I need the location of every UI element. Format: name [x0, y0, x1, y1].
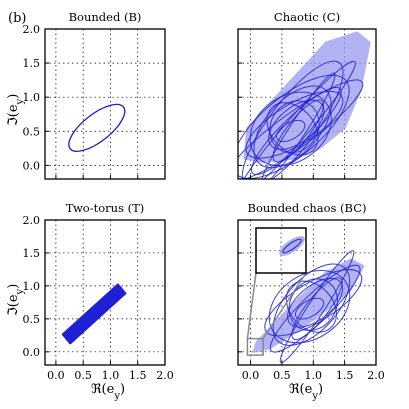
plot-area — [61, 283, 127, 345]
x-tick-label: 1.5 — [336, 369, 354, 382]
x-tick-label: 1.0 — [102, 369, 120, 382]
orbit-line — [238, 74, 350, 179]
torus-band — [67, 290, 125, 343]
torus-band — [64, 286, 123, 340]
orbit-line — [241, 60, 344, 179]
figure-label: (b) — [8, 11, 26, 26]
orbit-line — [291, 277, 343, 341]
axes-frame — [237, 219, 377, 366]
y-tick-label: 0.0 — [23, 159, 41, 172]
orbit-line — [238, 60, 356, 179]
panel-3: 0.0 0.5 1.0 1.5 2.0 — [237, 219, 385, 382]
x-tick-label: 2.0 — [156, 369, 174, 382]
panel-title-bounded-chaos: Bounded chaos (BC) — [248, 201, 367, 215]
y-tick-label: 1.0 — [23, 280, 41, 293]
zoom-box — [246, 337, 264, 356]
x-tick-label: 1.5 — [129, 369, 147, 382]
x-tick-label: 0.5 — [74, 369, 92, 382]
plot-area — [238, 31, 371, 179]
inset-orbit — [282, 238, 302, 254]
trajectory-ellipse — [68, 103, 126, 152]
panels-group: 0.0 0.5 1.0 1.5 2.0 0.0 0.0 0.5 0.5 1.0 1.0 1.5 1.5 2… — [23, 23, 385, 382]
y-tick-label: 2.0 — [23, 23, 41, 36]
y-tick-label: 1.5 — [23, 247, 41, 260]
x-tick-label: 0.5 — [273, 369, 291, 382]
zoom-connector — [262, 272, 307, 340]
inset-cloud — [279, 236, 305, 256]
torus-band — [61, 283, 120, 337]
x-axis-label-left: ℜ(ey) — [91, 382, 125, 402]
axes-frame — [44, 219, 166, 366]
y-tick-label: 2.0 — [23, 214, 41, 227]
y-tick-label: 0.5 — [23, 125, 41, 138]
panel-1 — [237, 28, 377, 180]
orbit-line — [269, 264, 361, 353]
panel-title-chaotic: Chaotic (C) — [274, 10, 340, 24]
x-tick-label: 0.0 — [47, 369, 65, 382]
y-tick-label: 0.0 — [23, 346, 41, 359]
orbit-line — [238, 79, 364, 179]
x-tick-label: 0.0 — [242, 369, 260, 382]
panel-title-bounded: Bounded (B) — [69, 10, 142, 24]
y-tick-label: 1.0 — [23, 91, 41, 104]
orbit-line — [294, 297, 325, 320]
chaotic-cloud — [243, 31, 371, 163]
panel-title-two-torus: Two-torus (T) — [66, 201, 145, 215]
torus-band — [63, 285, 121, 338]
axes-frame — [44, 28, 166, 180]
axes-frame — [237, 28, 377, 180]
panel-0: 0.0 0.5 1.0 1.5 2.0 — [23, 23, 166, 180]
x-tick-label: 2.0 — [367, 369, 385, 382]
plot-area — [252, 250, 365, 364]
zoom-connector — [246, 272, 257, 339]
x-tick-label: 1.0 — [305, 369, 323, 382]
panel-2: 0.0 0.0 0.5 0.5 1.0 1.0 1.5 1.5 2.0 2.0 — [23, 214, 174, 382]
orbit-line — [276, 119, 306, 143]
y-tick-label: 1.5 — [23, 57, 41, 70]
orbit-line — [279, 250, 355, 364]
orbit-line — [272, 99, 324, 163]
orbit-line — [253, 85, 332, 169]
x-axis-label-right: ℜ(ey) — [289, 382, 323, 402]
torus-band — [66, 288, 124, 341]
torus-band — [68, 291, 127, 345]
plot-area — [68, 103, 126, 152]
y-tick-label: 0.5 — [23, 313, 41, 326]
orbit-line — [272, 263, 351, 346]
